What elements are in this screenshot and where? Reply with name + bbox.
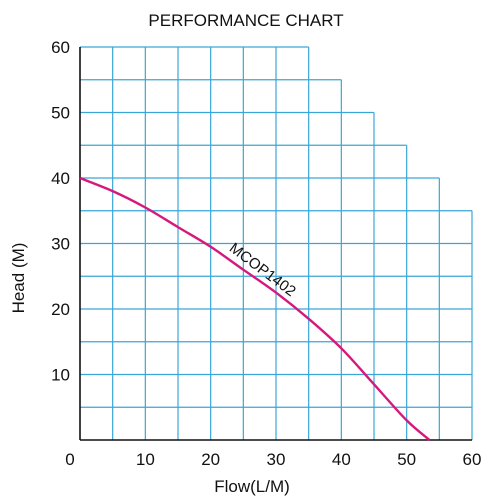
x-tick-label: 60 [463, 450, 482, 469]
x-tick-label: 10 [136, 450, 155, 469]
y-axis-label: Head (M) [9, 243, 28, 314]
y-tick-label: 60 [51, 38, 70, 57]
grid [80, 46, 473, 440]
x-tick-label: 0 [65, 450, 74, 469]
series-label: MCOP1402 [226, 240, 299, 301]
y-tick-label: 10 [51, 366, 70, 385]
tick-labels: 0 10 20 30 40 50 60 10 20 30 40 50 60 [51, 38, 481, 469]
y-tick-label: 40 [51, 169, 70, 188]
x-tick-label: 50 [397, 450, 416, 469]
x-tick-label: 30 [267, 450, 286, 469]
x-tick-label: 20 [201, 450, 220, 469]
axes [79, 47, 472, 441]
y-tick-label: 20 [51, 300, 70, 319]
chart-title: PERFORMANCE CHART [148, 11, 343, 30]
y-tick-label: 30 [51, 235, 70, 254]
y-tick-label: 50 [51, 104, 70, 123]
x-axis-label: Flow(L/M) [214, 477, 290, 496]
series-line-mcop1402 [79, 176, 431, 441]
x-tick-label: 40 [332, 450, 351, 469]
